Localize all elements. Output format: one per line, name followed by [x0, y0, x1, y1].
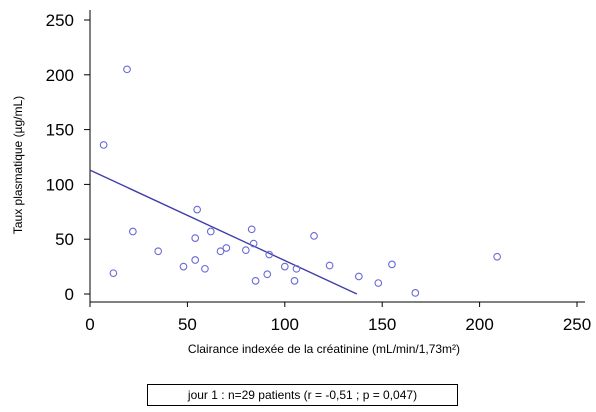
- data-point: [290, 276, 299, 285]
- data-point: [310, 232, 318, 240]
- data-point: [222, 244, 231, 252]
- data-point: [265, 250, 274, 259]
- y-axis-label: Taux plasmatique (µg/mL): [11, 96, 25, 234]
- x-axis-label: Clairance indexée de la créatinine (mL/m…: [188, 342, 460, 356]
- caption-box: jour 1 : n=29 patients (r = -0,51 ; p = …: [147, 384, 458, 406]
- data-point: [251, 276, 260, 285]
- data-point: [193, 205, 201, 214]
- data-point: [280, 262, 289, 271]
- x-tick-label: 50: [178, 315, 197, 334]
- y-tick-label: 250: [46, 11, 74, 30]
- data-point: [201, 264, 209, 273]
- x-tick-label: 200: [465, 315, 493, 334]
- data-point: [354, 272, 363, 281]
- data-point: [99, 141, 108, 149]
- data-point: [129, 227, 137, 236]
- plot-frame: [89, 10, 585, 303]
- data-point: [206, 227, 215, 236]
- y-tick-label: 100: [46, 175, 74, 194]
- data-point: [123, 65, 131, 74]
- x-ticks: 0 50 100 150 200 250: [85, 302, 591, 334]
- x-tick-label: 150: [368, 315, 396, 334]
- data-point: [263, 270, 272, 279]
- data-point: [292, 264, 301, 273]
- data-point: [241, 246, 250, 255]
- x-tick-label: 250: [563, 315, 591, 334]
- data-point: [191, 234, 200, 242]
- data-point: [388, 260, 396, 269]
- data-point: [493, 252, 501, 261]
- data-point: [249, 239, 258, 248]
- regression-line: [89, 169, 358, 295]
- data-point: [325, 261, 334, 270]
- data-point: [374, 279, 383, 287]
- regression-line-group: [89, 169, 358, 295]
- y-tick-label: 50: [55, 230, 74, 249]
- data-point: [411, 289, 420, 297]
- data-points: [99, 65, 501, 297]
- data-point: [109, 269, 118, 278]
- data-point: [191, 256, 200, 264]
- data-point: [247, 225, 256, 234]
- data-point: [216, 247, 225, 256]
- y-tick-label: 150: [46, 121, 74, 140]
- y-tick-label: 0: [65, 285, 74, 304]
- x-tick-label: 100: [271, 315, 299, 334]
- data-point: [179, 262, 188, 271]
- x-tick-label: 0: [85, 315, 94, 334]
- data-point: [154, 247, 163, 256]
- y-tick-label: 200: [46, 66, 74, 85]
- y-ticks: 0 50 100 150 200 250: [46, 11, 90, 304]
